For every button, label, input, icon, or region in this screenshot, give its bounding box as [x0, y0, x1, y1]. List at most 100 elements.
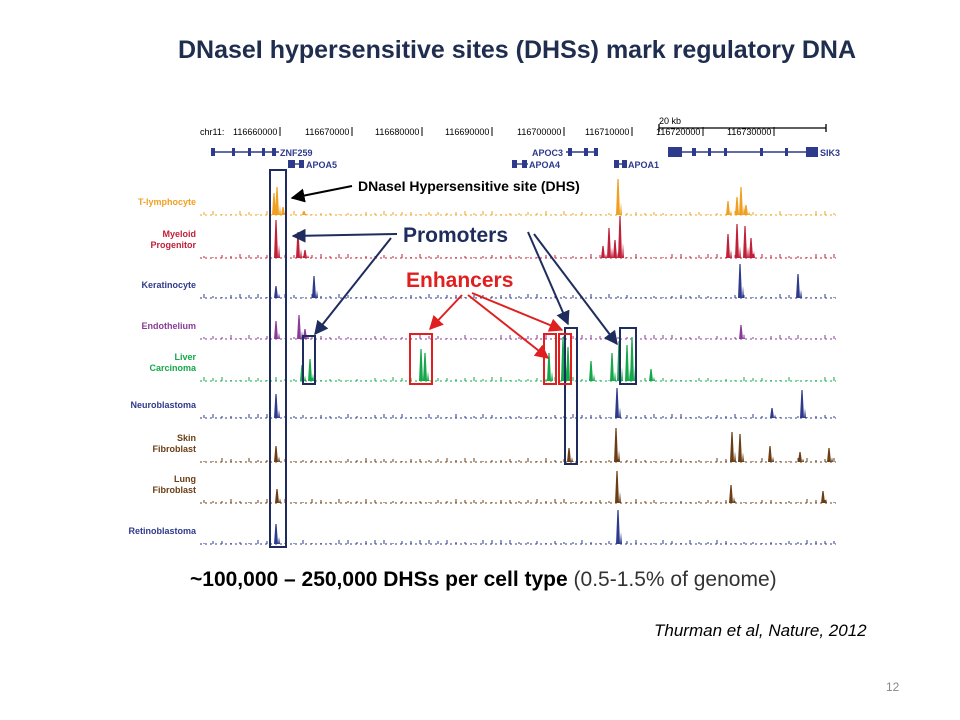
dhs-peak-shoulder — [739, 246, 741, 258]
dhs-peak — [274, 446, 278, 462]
track-label: Endothelium — [142, 321, 197, 331]
citation: Thurman et al, Nature, 2012 — [654, 621, 867, 640]
promoter-arrow-1 — [291, 228, 398, 243]
dhs-peak-shoulder — [619, 491, 621, 503]
dhs-peak — [566, 347, 570, 381]
gene-sik3: SIK3 — [668, 147, 840, 158]
slide-title: DNaseI hypersensitive sites (DHSs) mark … — [177, 36, 857, 64]
dhs-peak-shoulder — [772, 456, 774, 462]
dhs-peak — [729, 485, 733, 503]
dhs-peak-shoulder — [611, 247, 613, 258]
dhs-peak-shoulder — [278, 456, 280, 462]
dhs-peak — [730, 432, 734, 462]
dhs-peak-shoulder — [279, 205, 281, 215]
dhs-peak-shoulder — [278, 332, 280, 339]
dhs-peak — [275, 187, 279, 215]
promoter-box-apoc3 — [564, 327, 578, 465]
enhancer-box-3 — [558, 333, 572, 385]
enhancer-box-1 — [409, 333, 433, 385]
dhs-peak-shoulder — [748, 211, 750, 215]
page-number: 12 — [886, 680, 900, 694]
gene-label-apoa4: APOA4 — [529, 160, 560, 170]
dhs-peak — [274, 286, 278, 298]
dhs-peak — [615, 388, 619, 418]
dhs-peak-shoulder — [742, 452, 744, 462]
dhs-peak-shoulder — [300, 248, 302, 258]
dhs-peak — [610, 353, 614, 381]
dhs-peak-shoulder — [614, 371, 616, 381]
coordinate-label: 116700000 — [517, 127, 561, 137]
dhs-peak — [607, 228, 611, 258]
dhs-peak-shoulder — [312, 373, 314, 381]
promoter-arrow-4 — [533, 233, 618, 346]
dhs-peak — [738, 264, 742, 298]
dhs-peak — [614, 428, 618, 462]
track-label: T-lymphocyte — [138, 197, 196, 207]
promoter-arrow-2 — [314, 237, 392, 336]
coordinate-label: 116730000 — [727, 127, 771, 137]
dhs-peak — [613, 240, 617, 258]
dhs-peak-shoulder — [742, 286, 744, 298]
gene-label-znf259: ZNF259 — [280, 148, 313, 158]
dhs-peak — [272, 193, 276, 215]
dhs-peak — [303, 250, 307, 258]
track-t-lymphocyte: T-lymphocyte — [138, 179, 836, 216]
dhs-peak — [798, 452, 802, 462]
coordinate-label: 116720000 — [656, 127, 700, 137]
enhancer-arrow-2 — [467, 294, 550, 359]
gene-label-apoa1: APOA1 — [628, 160, 659, 170]
dhs-peak-shoulder — [653, 376, 655, 381]
dhs-peak-shoulder — [730, 249, 732, 258]
dhs-peak — [630, 337, 634, 381]
dhs-peak — [547, 353, 551, 381]
dhs-peak — [274, 321, 278, 339]
dhs-peak — [738, 434, 742, 462]
track-neuroblastoma: Neuroblastoma — [130, 388, 836, 419]
track-lung-fibroblast: Lung Fibroblast — [152, 471, 836, 504]
dhs-peak-shoulder — [747, 246, 749, 258]
dhs-peak-shoulder — [278, 244, 280, 258]
track-myeloid-progenitor: Myeloid Progenitor — [150, 216, 836, 259]
enhancer-box-2 — [543, 333, 557, 385]
dhs-peak — [796, 274, 800, 298]
track-label: Liver Carcinoma — [149, 352, 197, 373]
dhs-peak-shoulder — [278, 409, 280, 418]
dhs-peak — [274, 524, 278, 544]
dhs-peak-shoulder — [734, 451, 736, 462]
gene-track: ZNF259 APOA5 APOC3 APOA4 — [211, 147, 840, 170]
dhs-peak-shoulder — [733, 496, 735, 503]
dhs-peak-shoulder — [593, 374, 595, 381]
dhs-peak — [749, 238, 753, 258]
track-label: Myeloid Progenitor — [150, 229, 196, 250]
dhs-column-box — [269, 169, 287, 548]
track-retinoblastoma: Retinoblastoma — [128, 510, 836, 545]
coordinate-label: 116660000 — [233, 127, 277, 137]
dhs-peak — [827, 448, 831, 462]
dhs-peak-shoulder — [304, 375, 306, 381]
dhs-peak — [735, 197, 739, 215]
dhs-peak — [281, 207, 285, 215]
dhs-peak — [735, 224, 739, 258]
summary-count: ~100,000 – 250,000 DHSs per cell type — [190, 568, 568, 591]
gene-label-apoc3: APOC3 — [532, 148, 563, 158]
dhs-peak-shoulder — [825, 498, 827, 503]
dhs-peak — [743, 226, 747, 258]
dhs-peak-shoulder — [571, 457, 573, 462]
dhs-peak-shoulder — [800, 289, 802, 298]
dhs-peak — [297, 315, 301, 339]
dhs-summary: ~100,000 – 250,000 DHSs per cell type (0… — [190, 568, 777, 592]
dhs-peak-shoulder — [620, 532, 622, 544]
dhs-peak — [302, 211, 306, 215]
dhs-peak-shoulder — [730, 210, 732, 215]
dhs-peak-shoulder — [804, 408, 806, 418]
track-endothelium: Endothelium — [142, 315, 836, 340]
scale-label: 20 kb — [659, 116, 681, 126]
dhs-peak — [567, 448, 571, 462]
summary-percent: (0.5-1.5% of genome) — [573, 568, 777, 591]
dhs-peak — [274, 394, 278, 418]
dhs-peak-shoulder — [621, 367, 623, 381]
dhs-peak-shoulder — [774, 414, 776, 418]
dhs-peak-shoulder — [278, 537, 280, 544]
track-label: Skin Fibroblast — [152, 433, 196, 454]
